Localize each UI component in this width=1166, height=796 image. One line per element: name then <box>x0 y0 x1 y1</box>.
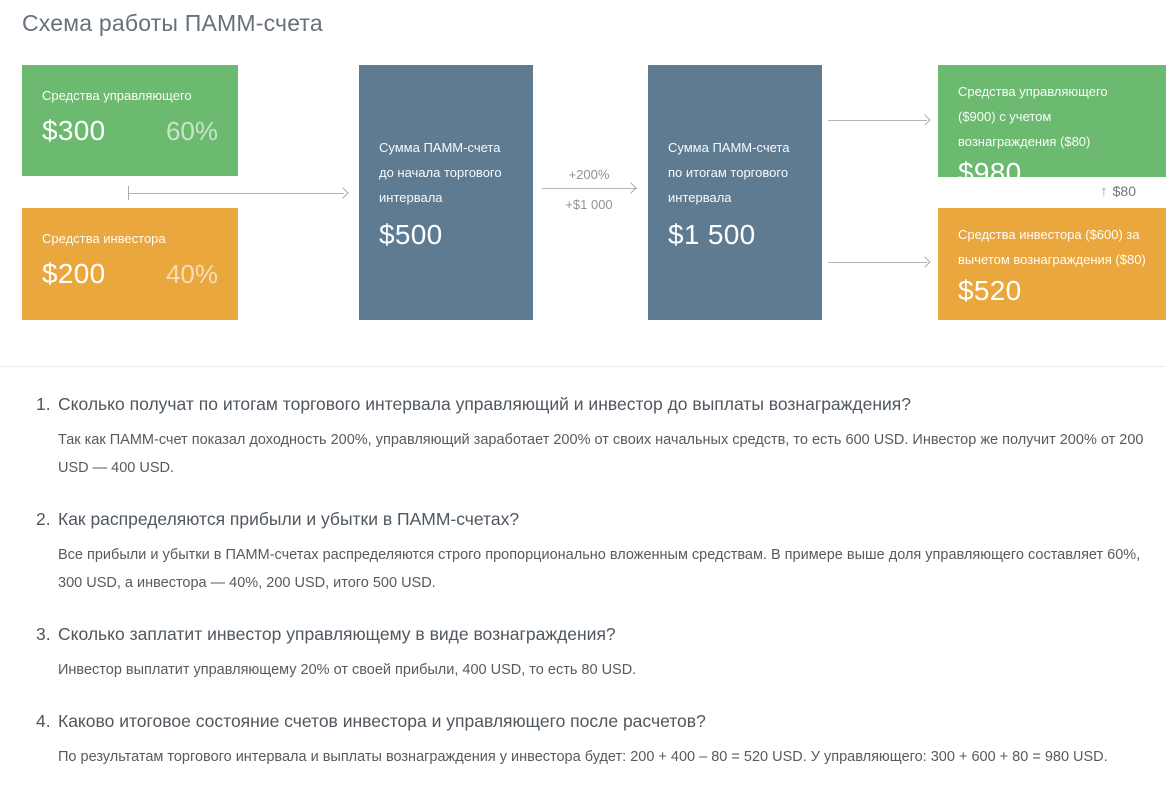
manager-start-amount: $300 <box>42 115 106 146</box>
faq-answer: Инвестор выплатит управляющему 20% от св… <box>58 662 637 678</box>
faq-item: 2. Как распределяются прибыли и убытки в… <box>36 507 1152 597</box>
faq-question: 4. Каково итоговое состояние счетов инве… <box>36 709 1152 733</box>
investor-start-percent: 40% <box>165 259 218 289</box>
manager-end-label: Средства управляющего ($900) с учетом во… <box>958 84 1108 149</box>
manager-end-amount: $980 <box>958 157 1022 188</box>
reward-amount: $80 <box>1112 183 1136 199</box>
pamm-after-amount: $1 500 <box>668 218 756 250</box>
faq-question-text: Как распределяются прибыли и убытки в ПА… <box>58 509 520 529</box>
growth-amount-label: +$1 000 <box>565 197 613 212</box>
manager-start-label: Средства управляющего <box>42 88 192 103</box>
faq-question-text: Каково итоговое состояние счетов инвесто… <box>58 711 706 731</box>
faq-question: 2. Как распределяются прибыли и убытки в… <box>36 507 1152 531</box>
pamm-before-amount: $500 <box>379 218 443 250</box>
arrow-line <box>128 193 344 194</box>
faq-answer: Так как ПАММ-счет показал доходность 200… <box>58 432 1144 476</box>
faq-answer: По результатам торгового интервала и вып… <box>58 749 1108 765</box>
arrow-line <box>828 262 927 263</box>
faq-item: 1. Сколько получат по итогам торгового и… <box>36 392 1152 482</box>
pamm-before-box: Сумма ПАММ-счета до начала торгового инт… <box>359 65 533 320</box>
investor-start-amount: $200 <box>42 258 106 289</box>
arrow-up-icon: ↑ <box>1100 183 1108 200</box>
investor-end-box: Средства инвестора ($600) за вычетом воз… <box>938 208 1166 320</box>
investor-start-label: Средства инвестора <box>42 231 166 246</box>
growth-percent-label: +200% <box>568 167 610 182</box>
faq-item: 4. Каково итоговое состояние счетов инве… <box>36 709 1152 771</box>
faq-question-number: 1. <box>36 394 51 414</box>
section-divider <box>0 366 1166 367</box>
investor-start-box: Средства инвестора $200 40% <box>22 208 238 320</box>
faq-item: 3. Сколько заплатит инвестор управляющем… <box>36 622 1152 684</box>
pamm-before-label: Сумма ПАММ-счета до начала торгового инт… <box>379 139 502 205</box>
faq-question-number: 3. <box>36 624 51 644</box>
faq-question-number: 4. <box>36 711 51 731</box>
investor-start-amount-row: $200 40% <box>42 258 218 290</box>
faq-list: 1. Сколько получат по итогам торгового и… <box>36 392 1152 796</box>
arrow-right-icon <box>919 114 931 126</box>
pamm-after-box: Сумма ПАММ-счета по итогам торгового инт… <box>648 65 822 320</box>
arrow-right-icon <box>919 256 931 268</box>
investor-end-amount: $520 <box>958 275 1022 306</box>
arrow-right-icon <box>337 187 349 199</box>
faq-question: 3. Сколько заплатит инвестор управляющем… <box>36 622 1152 646</box>
arrow-line <box>828 120 927 121</box>
manager-start-amount-row: $300 60% <box>42 115 218 147</box>
faq-answer: Все прибыли и убытки в ПАММ-счетах распр… <box>58 547 1141 591</box>
faq-question-text: Сколько получат по итогам торгового инте… <box>58 394 911 414</box>
faq-question-text: Сколько заплатит инвестор управляющему в… <box>58 624 616 644</box>
faq-question-number: 2. <box>36 509 51 529</box>
investor-end-label: Средства инвестора ($600) за вычетом воз… <box>958 227 1146 267</box>
manager-end-box: Средства управляющего ($900) с учетом во… <box>938 65 1166 188</box>
faq-question: 1. Сколько получат по итогам торгового и… <box>36 392 1152 416</box>
arrow-right-icon <box>625 182 637 194</box>
manager-start-percent: 60% <box>165 116 218 146</box>
pamm-after-label: Сумма ПАММ-счета по итогам торгового инт… <box>668 139 790 205</box>
manager-start-box: Средства управляющего $300 60% <box>22 65 238 176</box>
reward-transfer-label: ↑ $80 <box>1100 183 1136 200</box>
arrow-line <box>542 188 637 189</box>
page-title: Схема работы ПАММ-счета <box>22 10 323 36</box>
